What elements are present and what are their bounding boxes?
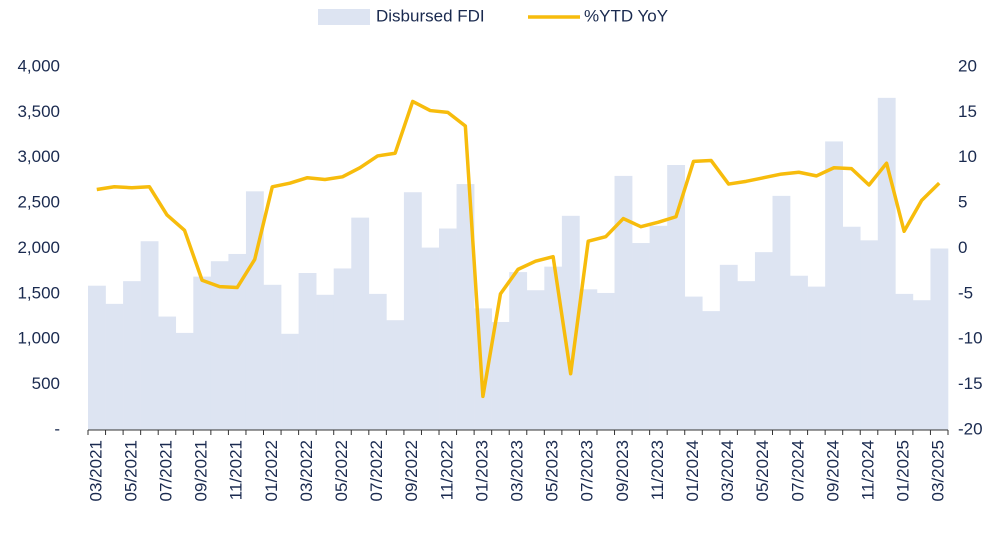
x-tick-label: 03/2025	[929, 440, 948, 501]
bar	[895, 293, 914, 430]
legend-swatch	[318, 9, 370, 25]
bar	[614, 175, 633, 430]
bar	[737, 281, 756, 430]
bar	[386, 320, 405, 430]
bar	[526, 290, 545, 430]
x-tick-label: 01/2024	[683, 440, 702, 501]
x-tick-label: 07/2024	[788, 440, 807, 501]
y-tick-label: 1,500	[17, 283, 60, 302]
x-tick-label: 09/2021	[192, 440, 211, 501]
y2-tick-label: 10	[958, 147, 977, 166]
bar	[842, 226, 861, 430]
x-tick-label: 11/2021	[227, 440, 246, 500]
bar	[403, 192, 422, 430]
bar	[491, 322, 510, 430]
y-tick-label: 500	[32, 374, 60, 393]
x-tick-label: 09/2024	[823, 440, 842, 501]
y2-tick-label: 5	[958, 193, 967, 212]
bar	[877, 97, 896, 430]
bar	[263, 284, 282, 430]
x-tick-label: 03/2022	[297, 440, 316, 501]
x-tick-label: 11/2023	[648, 440, 667, 500]
legend-label: Disbursed FDI	[376, 6, 485, 25]
bar	[439, 228, 457, 430]
y-tick-label: 2,000	[17, 238, 60, 257]
bar	[333, 268, 352, 430]
bar	[140, 241, 159, 430]
x-tick-label: 07/2021	[156, 440, 175, 501]
x-tick-label: 03/2021	[86, 440, 105, 501]
x-tick-label: 05/2021	[121, 440, 140, 501]
bar	[719, 264, 738, 430]
bar	[105, 303, 124, 430]
y-tick-label: 4,000	[17, 56, 60, 75]
bar	[421, 247, 440, 430]
line	[96, 99, 941, 399]
bar	[245, 191, 264, 430]
x-tick-label: 03/2023	[507, 440, 526, 501]
y2-tick-label: 15	[958, 102, 977, 121]
y-tick-label: -	[54, 419, 60, 438]
x-tick-label: 09/2023	[613, 440, 632, 501]
x-tick-label: 07/2022	[367, 440, 386, 501]
bar	[596, 292, 615, 430]
bar	[667, 165, 686, 430]
x-tick-label: 07/2023	[578, 440, 597, 501]
bar	[579, 289, 598, 430]
y2-tick-label: -10	[958, 329, 983, 348]
x-tick-label: 11/2024	[859, 440, 878, 500]
x-tick-label: 01/2022	[262, 440, 281, 501]
bar	[316, 294, 335, 430]
x-tick-label: 11/2022	[437, 440, 456, 500]
bar	[123, 281, 141, 430]
bar	[561, 215, 580, 430]
bar	[544, 266, 563, 430]
x-tick-label: 03/2024	[718, 440, 737, 501]
bar	[790, 275, 808, 430]
y2-tick-label: -15	[958, 374, 983, 393]
y2-tick-label: 0	[958, 238, 967, 257]
y-tick-label: 2,500	[17, 193, 60, 212]
y-tick-label: 1,000	[17, 329, 60, 348]
x-tick-label: 05/2023	[543, 440, 562, 501]
y2-tick-label: -5	[958, 283, 973, 302]
y2-tick-label: -20	[958, 419, 983, 438]
bar	[351, 217, 370, 430]
x-tick-label: 05/2022	[332, 440, 351, 501]
bar	[281, 333, 299, 430]
bar	[684, 296, 703, 430]
x-tick-label: 01/2023	[472, 440, 491, 501]
bar	[456, 184, 475, 430]
bar	[912, 300, 931, 430]
bar	[860, 240, 879, 430]
x-tick-label: 01/2025	[894, 440, 913, 501]
bar	[807, 286, 826, 430]
bar	[175, 332, 194, 430]
y-tick-label: 3,000	[17, 147, 60, 166]
y-tick-label: 3,500	[17, 102, 60, 121]
bar	[930, 248, 949, 430]
bar	[298, 273, 317, 430]
bar	[649, 225, 668, 430]
legend-label: %YTD YoY	[584, 6, 668, 25]
bar	[509, 272, 528, 430]
bar	[702, 311, 721, 430]
bar	[210, 261, 229, 430]
y2-tick-label: 20	[958, 56, 977, 75]
bar	[825, 141, 843, 431]
bar	[228, 253, 247, 430]
bar	[632, 243, 650, 430]
x-tick-label: 09/2022	[402, 440, 421, 501]
bar	[158, 316, 177, 430]
bar	[193, 276, 212, 430]
x-tick-label: 05/2024	[753, 440, 772, 501]
bar	[368, 293, 387, 430]
bar	[754, 252, 773, 430]
bar	[772, 195, 791, 430]
bar	[88, 285, 106, 430]
